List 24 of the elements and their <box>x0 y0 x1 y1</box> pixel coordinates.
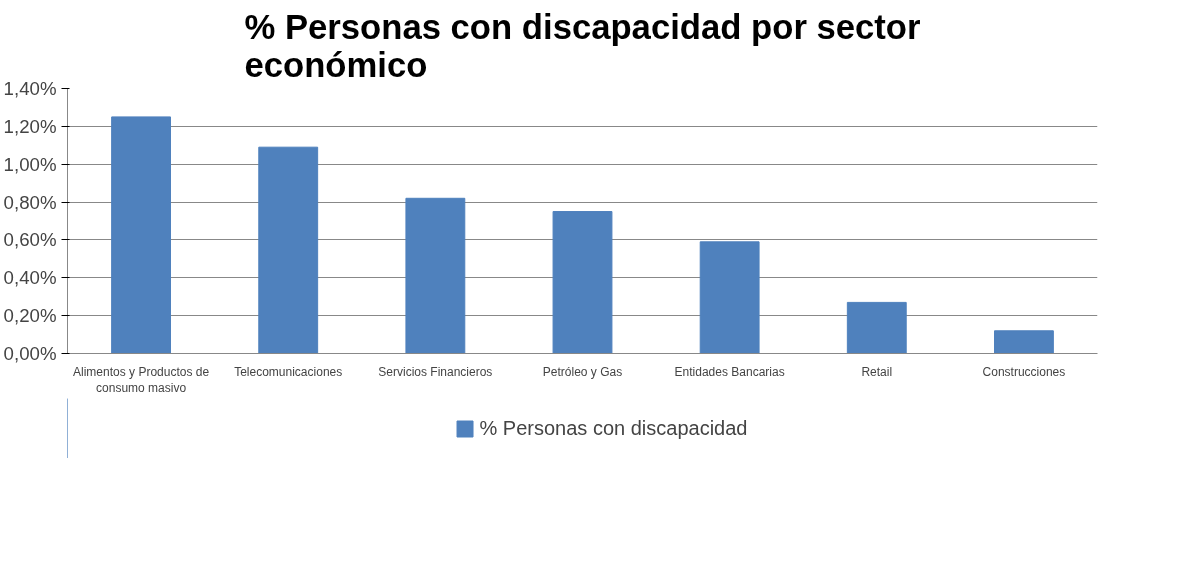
legend-label: % Personas con discapacidad <box>479 416 748 440</box>
y-tick-label: 1,20% <box>3 115 57 137</box>
y-tick-label: 1,00% <box>3 153 57 175</box>
bar <box>405 197 466 354</box>
y-tick-label: 0,40% <box>3 267 57 289</box>
bar <box>111 116 171 354</box>
bar <box>258 146 319 354</box>
y-tick-label: 0,00% <box>3 343 57 364</box>
x-tick-label: Retail <box>861 364 893 379</box>
bar <box>699 241 760 354</box>
x-tick-label: Construcciones <box>982 364 1066 379</box>
y-tick-label: 1,40% <box>3 78 57 99</box>
x-tick-label: Petróleo y Gas <box>542 364 623 379</box>
y-tick-label: 0,20% <box>3 305 57 327</box>
bar <box>846 301 907 354</box>
chart-title: % Personas con discapacidad por sector económico <box>244 7 921 84</box>
x-tick-label: Entidades Bancarias <box>674 364 785 379</box>
y-tick-label: 0,60% <box>3 229 57 251</box>
bar <box>552 211 613 354</box>
x-tick-label: Telecomunicaciones <box>234 364 343 379</box>
bar <box>994 330 1054 354</box>
x-tick-label: Servicios Financieros <box>378 364 493 379</box>
y-tick-label: 0,80% <box>3 191 57 213</box>
x-tick-label: Alimentos y Productos de consumo masivo <box>73 364 210 396</box>
